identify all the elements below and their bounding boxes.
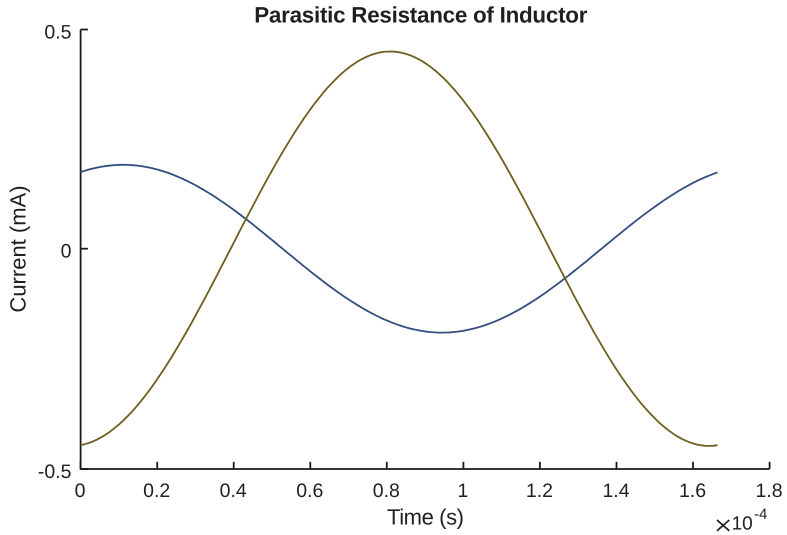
- svg-text:Current (mA): Current (mA): [6, 185, 31, 312]
- svg-text:Parasitic Resistance of Induct: Parasitic Resistance of Inductor: [254, 3, 587, 28]
- svg-text:Time (s): Time (s): [387, 505, 464, 530]
- svg-text:0.6: 0.6: [296, 480, 323, 502]
- svg-text:1.6: 1.6: [679, 480, 706, 502]
- svg-text:0: 0: [61, 241, 72, 263]
- svg-text:0.4: 0.4: [220, 480, 247, 502]
- svg-text:1: 1: [457, 480, 468, 502]
- svg-text:0: 0: [75, 480, 86, 502]
- svg-text:0.5: 0.5: [44, 22, 71, 44]
- svg-text:0.2: 0.2: [143, 480, 170, 502]
- svg-text:-4: -4: [754, 506, 767, 523]
- svg-text:1.8: 1.8: [756, 480, 783, 502]
- svg-text:1.2: 1.2: [526, 480, 553, 502]
- svg-text:1.4: 1.4: [602, 480, 629, 502]
- svg-text:0.8: 0.8: [373, 480, 400, 502]
- svg-text:-0.5: -0.5: [38, 461, 72, 483]
- svg-text:10: 10: [732, 514, 753, 535]
